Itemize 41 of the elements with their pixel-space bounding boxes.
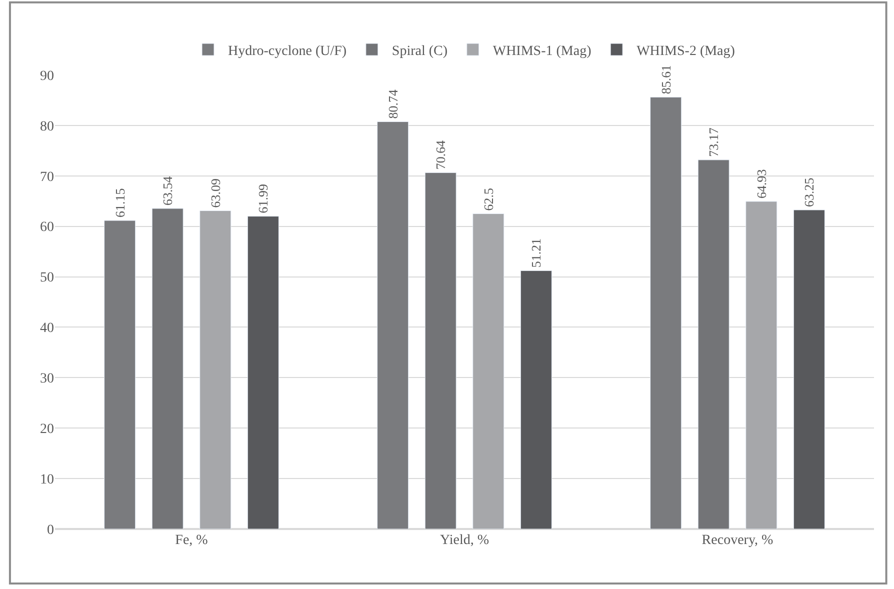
- x-tick-label: Yield, %: [440, 533, 490, 548]
- x-tick-label: Recovery, %: [702, 533, 774, 548]
- data-label: 63.54: [160, 176, 176, 206]
- legend-label: WHIMS-2 (Mag): [636, 44, 736, 59]
- data-label: 63.25: [802, 178, 817, 207]
- bar: [424, 172, 456, 529]
- bar: [152, 208, 184, 529]
- y-tick-label: 0: [47, 522, 54, 538]
- legend-label: WHIMS-1 (Mag): [492, 44, 592, 59]
- x-tick-label: Fe, %: [175, 533, 208, 548]
- y-tick-label: 50: [40, 270, 54, 286]
- y-tick-label: 20: [40, 422, 54, 438]
- data-label: 51.21: [528, 238, 544, 268]
- bar: [377, 121, 409, 529]
- bar: [520, 270, 552, 529]
- bar: [104, 220, 136, 529]
- data-label: 80.74: [385, 88, 400, 119]
- data-label: 63.09: [208, 178, 223, 208]
- data-label: 62.5: [480, 188, 496, 211]
- y-tick-label: 10: [40, 472, 54, 488]
- bar: [650, 96, 682, 529]
- y-tick-label: 30: [40, 372, 54, 387]
- legend-label: Hydro-cyclone (U/F): [228, 44, 347, 59]
- bar: [793, 210, 825, 529]
- data-label: 61.99: [256, 184, 271, 214]
- y-tick-label: 80: [40, 119, 54, 134]
- data-label: 73.17: [706, 127, 722, 157]
- bar: [472, 213, 504, 529]
- bar: [746, 201, 778, 529]
- bar: [247, 216, 279, 529]
- y-tick-label: 60: [40, 220, 54, 236]
- data-label: 61.15: [112, 188, 128, 218]
- y-tick-label: 70: [40, 170, 54, 185]
- y-tick-label: 90: [40, 68, 54, 84]
- bar: [698, 160, 730, 529]
- legend-label: Spiral (C): [392, 44, 448, 59]
- y-tick-label: 40: [40, 321, 54, 336]
- data-label: 70.64: [433, 140, 448, 170]
- data-label: 85.61: [658, 64, 674, 94]
- bar: [200, 210, 232, 529]
- data-label: 64.93: [754, 169, 769, 198]
